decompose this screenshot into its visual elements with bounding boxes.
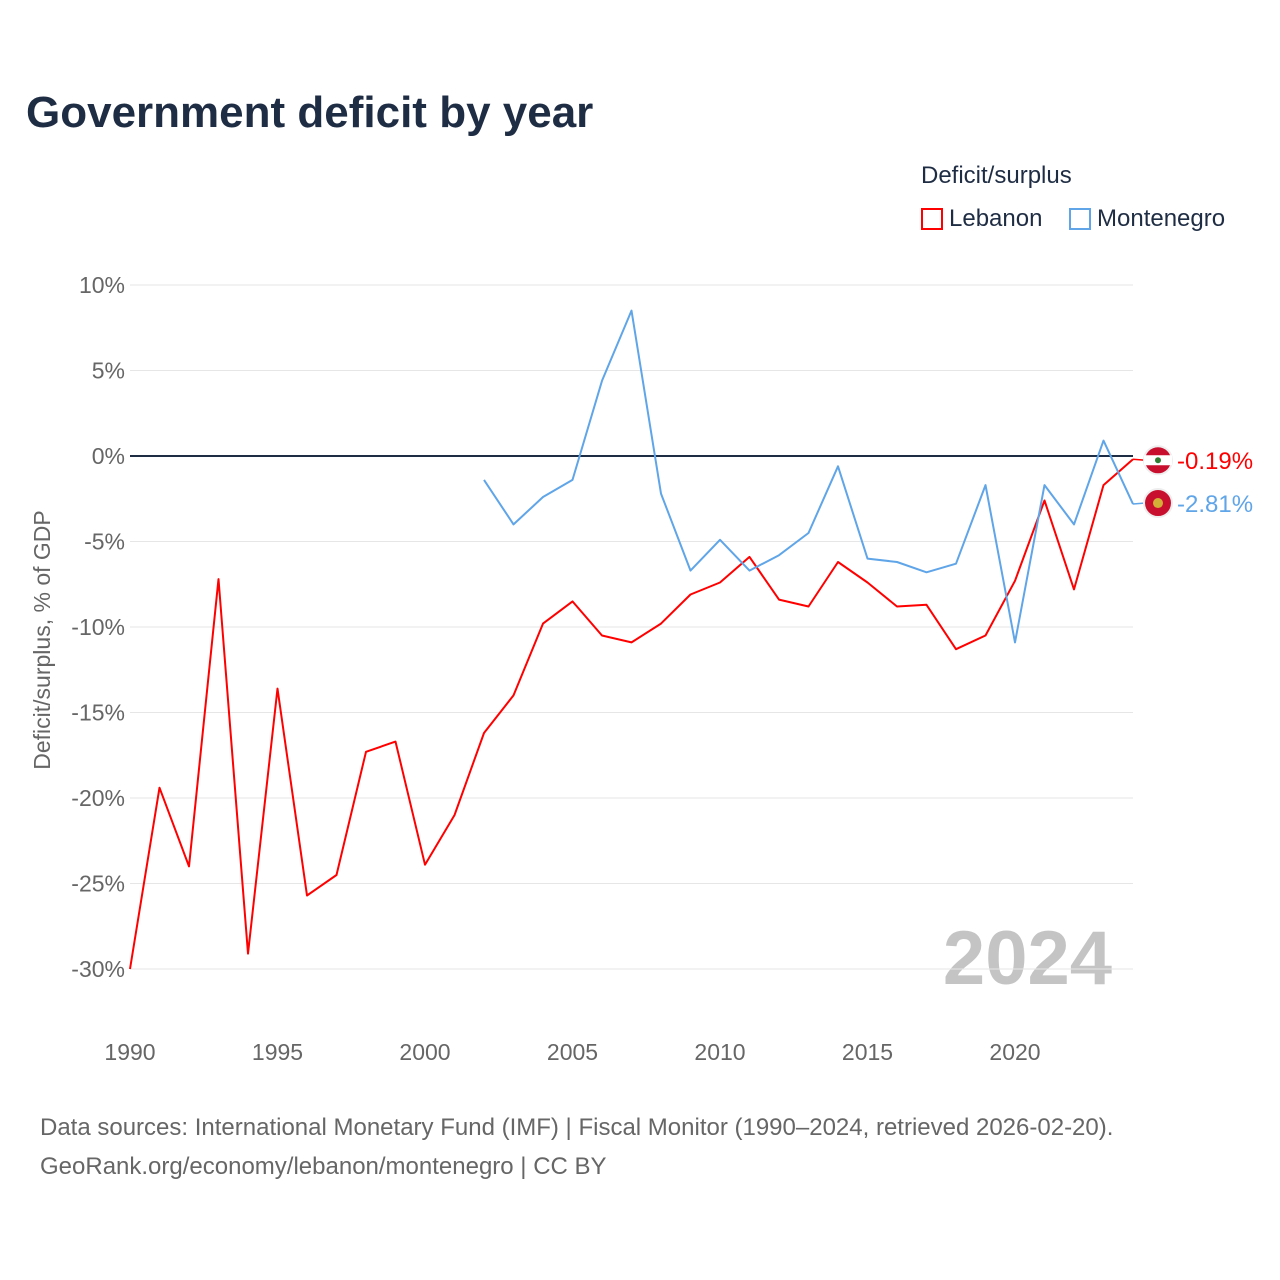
y-tick-label: -15% — [71, 700, 125, 726]
end-value-label: -0.19% — [1177, 448, 1253, 475]
data-point — [866, 557, 870, 561]
y-tick-label: 0% — [92, 443, 125, 469]
data-point — [689, 593, 693, 597]
data-point — [689, 569, 693, 573]
source-note: Data sources: International Monetary Fun… — [40, 1108, 1113, 1186]
data-point — [630, 640, 634, 644]
data-point — [836, 560, 840, 564]
source-line-2[interactable]: GeoRank.org/economy/lebanon/montenegro |… — [40, 1153, 607, 1180]
data-point — [984, 634, 988, 638]
x-tick-label: 2010 — [694, 1039, 745, 1065]
data-point — [512, 693, 516, 697]
x-tick-label: 2005 — [547, 1039, 598, 1065]
y-tick-label: -25% — [71, 871, 125, 897]
y-tick-label: -5% — [84, 529, 125, 555]
legend-label: Montenegro — [1097, 205, 1226, 232]
data-point — [836, 464, 840, 468]
y-tick-label: 5% — [92, 358, 125, 384]
end-connector — [1132, 458, 1146, 461]
data-point — [718, 581, 722, 585]
legend-item-lebanon[interactable]: Lebanon — [921, 205, 1042, 233]
legend-item-montenegro[interactable]: Montenegro — [1069, 205, 1225, 233]
data-point — [866, 581, 870, 585]
data-point — [659, 622, 663, 626]
data-point — [748, 555, 752, 559]
x-tick-label: 2000 — [399, 1039, 450, 1065]
data-point — [541, 495, 545, 499]
data-point — [807, 604, 811, 608]
y-tick-label: -10% — [71, 614, 125, 640]
emblem-icon — [1153, 498, 1163, 509]
data-point — [187, 864, 191, 868]
data-point — [1072, 522, 1076, 526]
data-point — [718, 538, 722, 542]
data-point — [954, 562, 958, 566]
data-point — [659, 492, 663, 496]
x-tick-label: 2020 — [989, 1039, 1040, 1065]
data-point — [600, 634, 604, 638]
data-point — [158, 786, 162, 790]
data-point — [1013, 579, 1017, 583]
data-point — [777, 553, 781, 557]
data-point — [630, 309, 634, 313]
data-point — [423, 863, 427, 867]
watermark-year: 2024 — [943, 916, 1112, 1001]
data-point — [305, 893, 309, 897]
data-point — [777, 598, 781, 602]
y-axis-label: Deficit/surplus, % of GDP — [29, 510, 55, 769]
y-tick-label: 10% — [79, 272, 125, 298]
end-value-label: -2.81% — [1177, 491, 1253, 518]
legend-swatch — [1069, 208, 1091, 230]
data-point — [217, 577, 221, 581]
data-point — [512, 522, 516, 526]
x-tick-label: 1995 — [252, 1039, 303, 1065]
legend-swatch — [921, 208, 943, 230]
data-point — [394, 740, 398, 744]
data-point — [600, 379, 604, 383]
cedar-icon — [1155, 457, 1161, 464]
data-point — [1102, 483, 1106, 487]
data-point — [571, 478, 575, 482]
data-point — [984, 483, 988, 487]
y-tick-label: -20% — [71, 785, 125, 811]
source-line-1: Data sources: International Monetary Fun… — [40, 1114, 1114, 1141]
data-point — [925, 570, 929, 574]
data-point — [453, 813, 457, 817]
data-point — [807, 531, 811, 535]
legend-title: Deficit/surplus — [921, 162, 1072, 189]
data-point — [128, 967, 132, 971]
data-point — [748, 569, 752, 573]
x-tick-label: 1990 — [104, 1039, 155, 1065]
data-point — [895, 604, 899, 608]
legend-label: Lebanon — [949, 205, 1043, 232]
data-point — [541, 622, 545, 626]
data-point — [364, 750, 368, 754]
data-point — [954, 647, 958, 651]
data-point — [482, 478, 486, 482]
data-point — [246, 952, 250, 956]
data-point — [1072, 587, 1076, 591]
x-tick-label: 2015 — [842, 1039, 893, 1065]
end-connector — [1132, 502, 1146, 505]
data-point — [1043, 498, 1047, 502]
series-line-montenegro — [483, 309, 1134, 644]
chart-title: Government deficit by year — [26, 88, 594, 137]
data-point — [1102, 439, 1106, 443]
series-line-lebanon — [129, 458, 1134, 970]
data-point — [276, 687, 280, 691]
data-point — [482, 731, 486, 735]
y-tick-label: -30% — [71, 956, 125, 982]
data-point — [571, 599, 575, 603]
data-point — [335, 873, 339, 877]
data-point — [895, 560, 899, 564]
data-point — [925, 603, 929, 607]
data-point — [1043, 483, 1047, 487]
data-point — [1013, 640, 1017, 644]
